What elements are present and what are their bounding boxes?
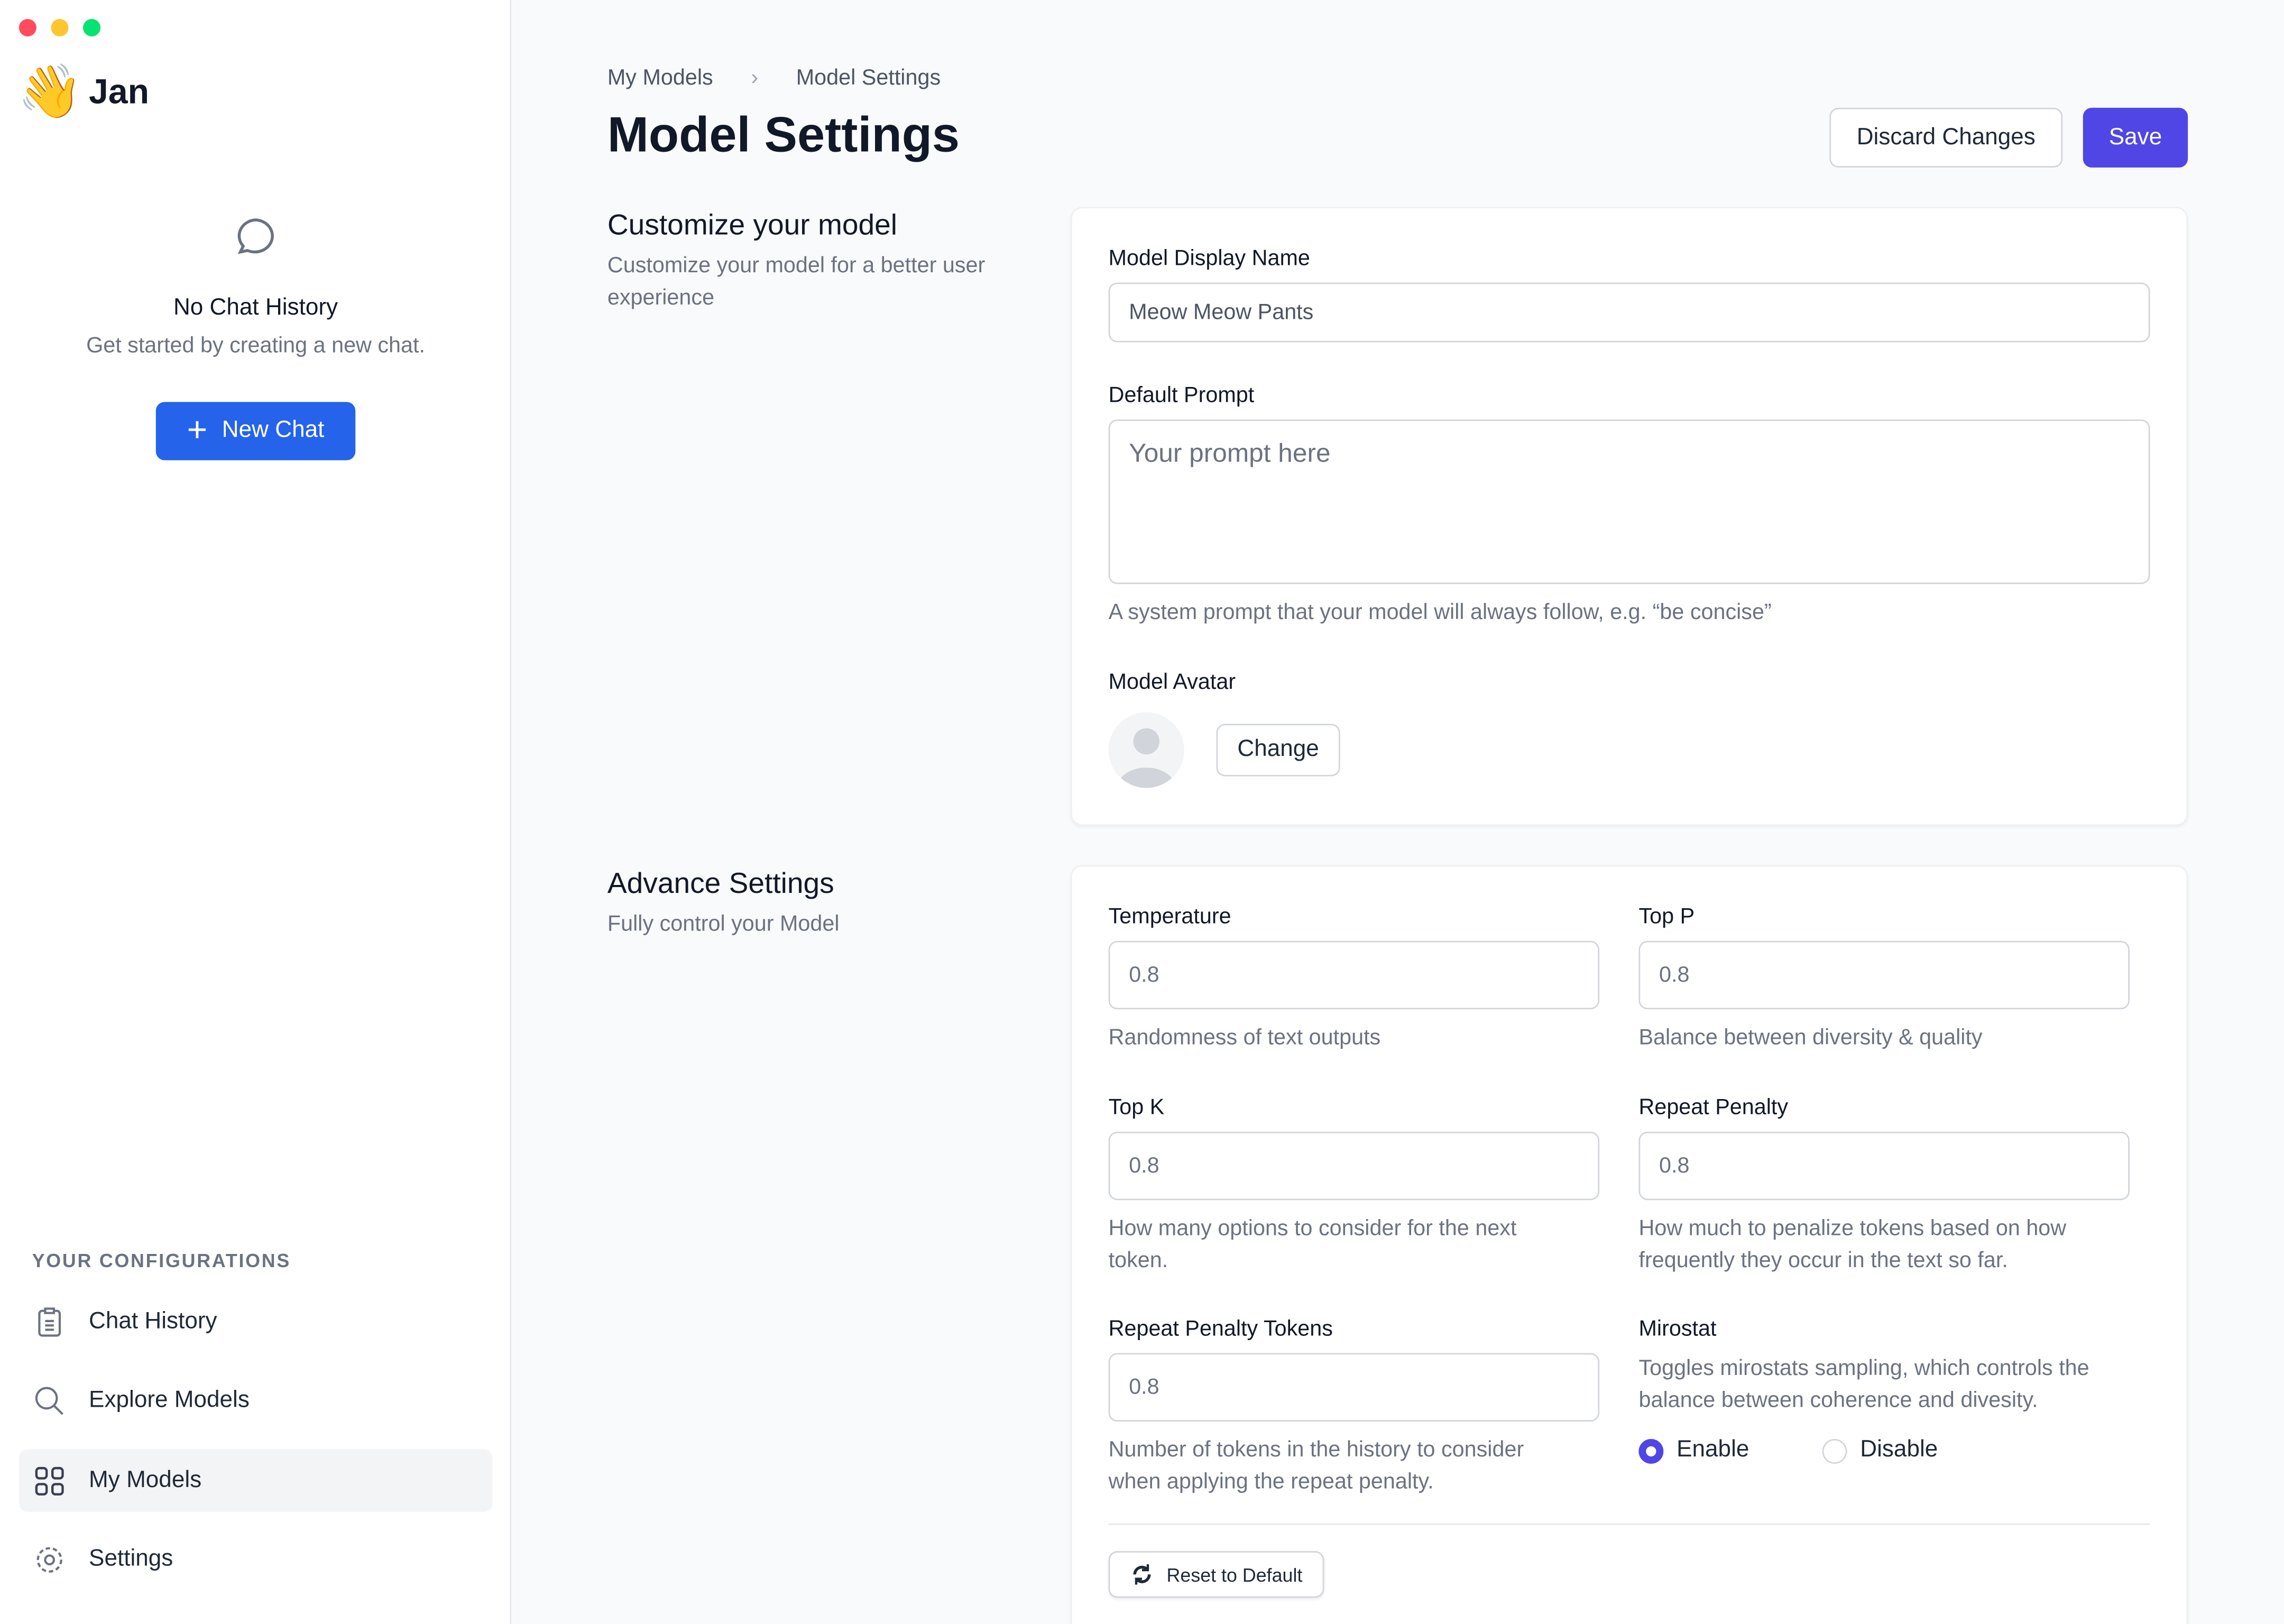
- repeat-penalty-tokens-help: Number of tokens in the history to consi…: [1108, 1437, 1524, 1494]
- app-name: Jan: [89, 72, 150, 113]
- temperature-help: Randomness of text outputs: [1108, 1025, 1381, 1050]
- search-icon: [35, 1386, 63, 1415]
- sidebar-item-label: Explore Models: [89, 1387, 250, 1413]
- repeat-penalty-label: Repeat Penalty: [1638, 1095, 1789, 1120]
- grid-icon: [35, 1466, 64, 1495]
- radio-label: Enable: [1677, 1437, 1749, 1463]
- radio-label: Disable: [1860, 1437, 1938, 1463]
- sidebar: 👋 Jan No Chat History Get started by cre…: [0, 0, 512, 1624]
- repeat-penalty-tokens-input[interactable]: 0.8: [1108, 1353, 1600, 1422]
- mirostat-label: Mirostat: [1638, 1316, 1717, 1342]
- breadcrumb-current: Model Settings: [796, 65, 941, 90]
- default-prompt-label: Default Prompt: [1108, 383, 1255, 408]
- divider: [1108, 1523, 2150, 1525]
- advanced-description: Fully control your Model: [607, 911, 840, 937]
- customize-description: Customize your model for a better user e…: [607, 253, 986, 310]
- repeat-penalty-input[interactable]: 0.8: [1638, 1131, 2130, 1201]
- clipboard-icon: [38, 1307, 61, 1336]
- sidebar-item-label: Chat History: [89, 1308, 217, 1334]
- change-avatar-button[interactable]: Change: [1216, 724, 1340, 777]
- top-p-label: Top P: [1638, 904, 1695, 929]
- plus-icon: +: [187, 410, 208, 450]
- temperature-label: Temperature: [1108, 904, 1231, 929]
- new-chat-button[interactable]: + New Chat: [155, 402, 356, 460]
- top-k-help: How many options to consider for the nex…: [1108, 1216, 1517, 1273]
- display-name-label: Model Display Name: [1108, 246, 1310, 271]
- breadcrumb: My Models › Model Settings: [607, 66, 941, 90]
- waving-hand-logo-icon: 👋: [17, 61, 83, 121]
- new-chat-label: New Chat: [222, 418, 325, 443]
- display-name-input[interactable]: Meow Meow Pants: [1108, 282, 2150, 343]
- close-window-button[interactable]: [19, 19, 36, 36]
- empty-state-title: No Chat History: [173, 296, 338, 321]
- sidebar-item-chat-history[interactable]: Chat History: [19, 1290, 492, 1353]
- default-prompt-help: A system prompt that your model will alw…: [1108, 600, 1772, 625]
- minimize-window-button[interactable]: [51, 19, 69, 36]
- zoom-window-button[interactable]: [83, 19, 101, 36]
- reset-to-default-button[interactable]: Reset to Default: [1108, 1551, 1324, 1598]
- section-title: YOUR CONFIGURATIONS: [32, 1249, 291, 1272]
- gear-icon: [36, 1546, 62, 1572]
- top-k-input[interactable]: 0.8: [1108, 1131, 1600, 1201]
- sidebar-item-my-models[interactable]: My Models: [19, 1449, 493, 1512]
- radio-unchecked-icon: [1822, 1438, 1847, 1463]
- mirostat-disable-radio[interactable]: Disable: [1822, 1437, 1938, 1464]
- advanced-title: Advance Settings: [607, 868, 834, 900]
- mirostat-enable-radio[interactable]: Enable: [1638, 1437, 1749, 1464]
- chat-bubble-icon: [237, 218, 274, 254]
- customize-title: Customize your model: [607, 209, 898, 242]
- top-p-help: Balance between diversity & quality: [1638, 1025, 1983, 1050]
- default-prompt-textarea[interactable]: Your prompt here: [1108, 419, 2150, 584]
- top-p-input[interactable]: 0.8: [1638, 940, 2130, 1010]
- reset-label: Reset to Default: [1166, 1563, 1303, 1585]
- discard-changes-button[interactable]: Discard Changes: [1829, 107, 2063, 168]
- sidebar-item-label: Settings: [89, 1546, 173, 1571]
- sidebar-item-settings[interactable]: Settings: [19, 1528, 492, 1590]
- chevron-right-icon: ›: [751, 65, 759, 90]
- sidebar-item-explore-models[interactable]: Explore Models: [19, 1369, 492, 1432]
- page-title: Model Settings: [607, 107, 960, 163]
- sidebar-item-label: My Models: [89, 1467, 202, 1492]
- save-button[interactable]: Save: [2083, 107, 2188, 168]
- repeat-penalty-tokens-label: Repeat Penalty Tokens: [1108, 1316, 1333, 1342]
- temperature-input[interactable]: 0.8: [1108, 940, 1600, 1010]
- breadcrumb-my-models[interactable]: My Models: [607, 65, 713, 90]
- top-k-label: Top K: [1108, 1095, 1165, 1120]
- model-avatar-label: Model Avatar: [1108, 670, 1236, 695]
- empty-state-subtitle: Get started by creating a new chat.: [86, 333, 425, 358]
- avatar-placeholder-icon: [1108, 712, 1184, 788]
- repeat-penalty-help: How much to penalize tokens based on how…: [1638, 1216, 2067, 1273]
- mirostat-help: Toggles mirostats sampling, which contro…: [1638, 1355, 2089, 1413]
- refresh-icon: [1133, 1564, 1151, 1585]
- radio-checked-icon: [1638, 1438, 1664, 1463]
